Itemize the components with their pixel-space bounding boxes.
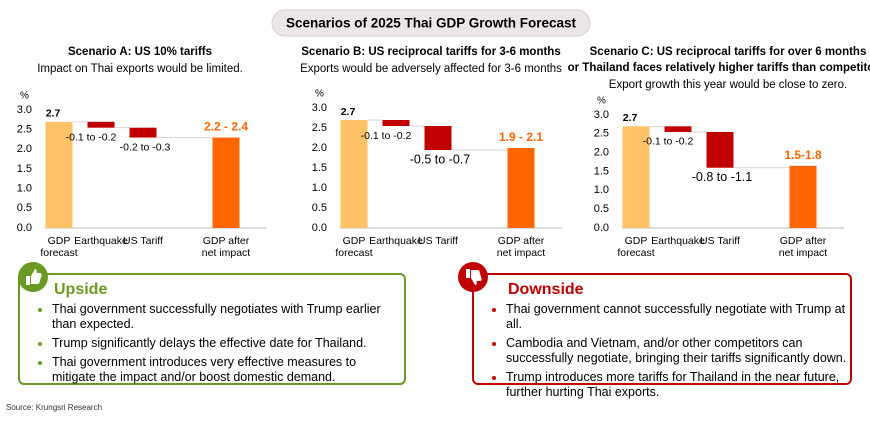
y-tick-label: 3.0 [594, 109, 609, 121]
chart-subtitle: Exports would be adversely affected for … [300, 63, 562, 75]
y-tick-label: 0.5 [17, 202, 32, 214]
value-label: -0.8 to -1.1 [692, 170, 752, 184]
y-tick-label: 2.5 [594, 128, 609, 140]
x-tick-label: US Tariff [123, 235, 163, 247]
bar [507, 148, 535, 228]
bar [622, 126, 650, 228]
bar [129, 127, 157, 138]
y-axis-label: % [20, 91, 29, 102]
bullet-item: Trump introduces more tariffs for Thaila… [506, 370, 851, 400]
y-tick-label: 3.0 [312, 102, 327, 114]
y-tick-label: 1.5 [594, 165, 609, 177]
x-tick-label: GDP forecast [335, 235, 373, 259]
title-pill [271, 9, 591, 37]
downside-box: Downside Thai government cannot successf… [472, 273, 852, 399]
y-tick-label: 1.5 [17, 163, 32, 175]
y-tick-label: 1.5 [312, 162, 327, 174]
source: Source: Krungsri Research [6, 403, 103, 412]
y-tick-label: 2.5 [17, 124, 32, 136]
value-label: -0.5 to -0.7 [410, 152, 470, 166]
bar [212, 137, 240, 228]
x-tick-label: GDP after net impact [778, 235, 828, 259]
y-axis-label: % [315, 89, 324, 100]
upside-title: Upside [54, 281, 108, 298]
chart-title: Scenario B: US reciprocal tariffs for 3-… [301, 46, 560, 58]
y-tick-label: 0.5 [594, 203, 609, 215]
chart-title: or Thailand faces relatively higher tari… [568, 62, 870, 74]
upside-list: Thai government successfully negotiates … [36, 302, 392, 389]
downside-title: Downside [508, 281, 584, 298]
thumbs-up-icon [18, 262, 48, 292]
x-tick-label: GDP forecast [617, 235, 655, 259]
bar [789, 165, 817, 228]
bar [664, 126, 692, 132]
y-tick-label: 3.0 [17, 104, 32, 116]
downside-list: Thai government cannot successfully nego… [490, 302, 851, 404]
x-tick-label: GDP forecast [40, 235, 78, 259]
value-label: 2.7 [623, 112, 638, 124]
y-tick-label: 1.0 [312, 182, 327, 194]
bar [706, 131, 734, 168]
x-tick-label: US Tariff [418, 235, 458, 247]
bullet-item: Thai government successfully negotiates … [52, 302, 392, 332]
value-label: -0.1 to -0.2 [66, 131, 117, 143]
bullet-item: Thai government cannot successfully nego… [506, 302, 851, 332]
bullet-item: Trump significantly delays the effective… [52, 336, 392, 351]
value-label: -0.1 to -0.2 [643, 136, 694, 148]
bar [382, 120, 410, 126]
x-tick-label: GDP after net impact [496, 235, 546, 259]
y-tick-label: 1.0 [17, 183, 32, 195]
bar [424, 126, 452, 150]
value-label: 2.2 - 2.4 [204, 120, 248, 134]
y-tick-label: 2.0 [312, 142, 327, 154]
x-tick-label: US Tariff [700, 235, 740, 247]
value-label: -0.1 to -0.2 [361, 130, 412, 142]
y-tick-label: 0.0 [17, 222, 32, 234]
y-tick-label: 2.5 [312, 122, 327, 134]
y-tick-label: 2.0 [594, 147, 609, 159]
value-label: 1.5-1.8 [784, 148, 822, 162]
y-axis-label: % [597, 96, 606, 107]
page-title: Scenarios of 2025 Thai GDP Growth Foreca… [286, 16, 577, 31]
value-label: 1.9 - 2.1 [499, 130, 543, 144]
y-tick-label: 0.0 [312, 222, 327, 234]
y-tick-label: 0.0 [594, 222, 609, 234]
bar [340, 120, 368, 228]
upside-box: Upside Thai government successfully nego… [18, 273, 406, 385]
chart-title: Scenario A: US 10% tariffs [68, 46, 212, 58]
x-tick-label: Earthquake [651, 235, 705, 247]
thumbs-down-icon [458, 262, 488, 292]
chart-subtitle: Impact on Thai exports would be limited. [37, 63, 243, 75]
bullet-item: Cambodia and Vietnam, and/or other compe… [506, 336, 851, 366]
x-tick-label: Earthquake [369, 235, 423, 247]
value-label: 2.7 [341, 106, 356, 118]
y-tick-label: 2.0 [17, 143, 32, 155]
y-tick-label: 0.5 [312, 202, 327, 214]
bar [45, 121, 73, 228]
chart-subtitle: Export growth this year would be close t… [609, 79, 847, 91]
chart-title: Scenario C: US reciprocal tariffs for ov… [590, 46, 867, 58]
value-label: -0.2 to -0.3 [120, 141, 171, 153]
bar [87, 121, 115, 128]
y-tick-label: 1.0 [594, 184, 609, 196]
value-label: 2.7 [46, 108, 61, 120]
x-tick-label: Earthquake [74, 235, 128, 247]
bullet-item: Thai government introduces very effectiv… [52, 355, 392, 385]
x-tick-label: GDP after net impact [201, 235, 251, 259]
